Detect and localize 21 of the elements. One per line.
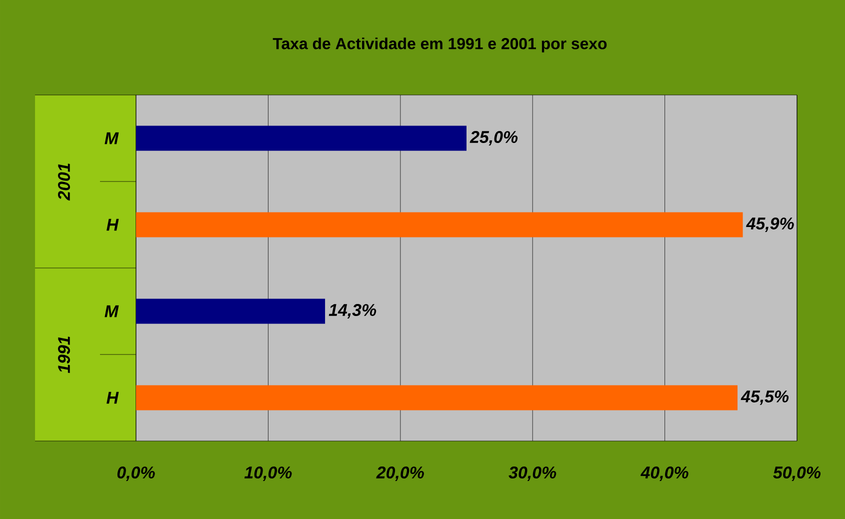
y-tick-label: H bbox=[106, 218, 119, 231]
data-label: 25,0% bbox=[470, 131, 518, 146]
x-tick-label: 30,0% bbox=[508, 466, 556, 481]
y-tick-label: M bbox=[104, 305, 119, 318]
bar bbox=[136, 212, 743, 238]
y-tick-label: H bbox=[106, 392, 119, 404]
text: 1991 bbox=[58, 336, 70, 374]
y-tick-label: M bbox=[104, 132, 119, 144]
bar bbox=[136, 298, 326, 324]
data-label: 14,3% bbox=[328, 304, 376, 318]
data-label: 45,5% bbox=[740, 390, 789, 405]
chart-title: Taxa de Actividade em 1991 e 2001 por sexo bbox=[272, 38, 607, 52]
bar bbox=[136, 126, 467, 151]
bar bbox=[136, 385, 738, 410]
x-tick-label: 20,0% bbox=[376, 466, 424, 481]
x-tick-label: 0,0% bbox=[117, 466, 155, 481]
x-tick-label: 40,0% bbox=[640, 466, 688, 481]
x-tick-label: 10,0% bbox=[244, 466, 292, 481]
text: 2001 bbox=[58, 164, 70, 201]
x-tick-label: 50,0% bbox=[773, 466, 821, 481]
data-label: 45,9% bbox=[746, 218, 794, 232]
